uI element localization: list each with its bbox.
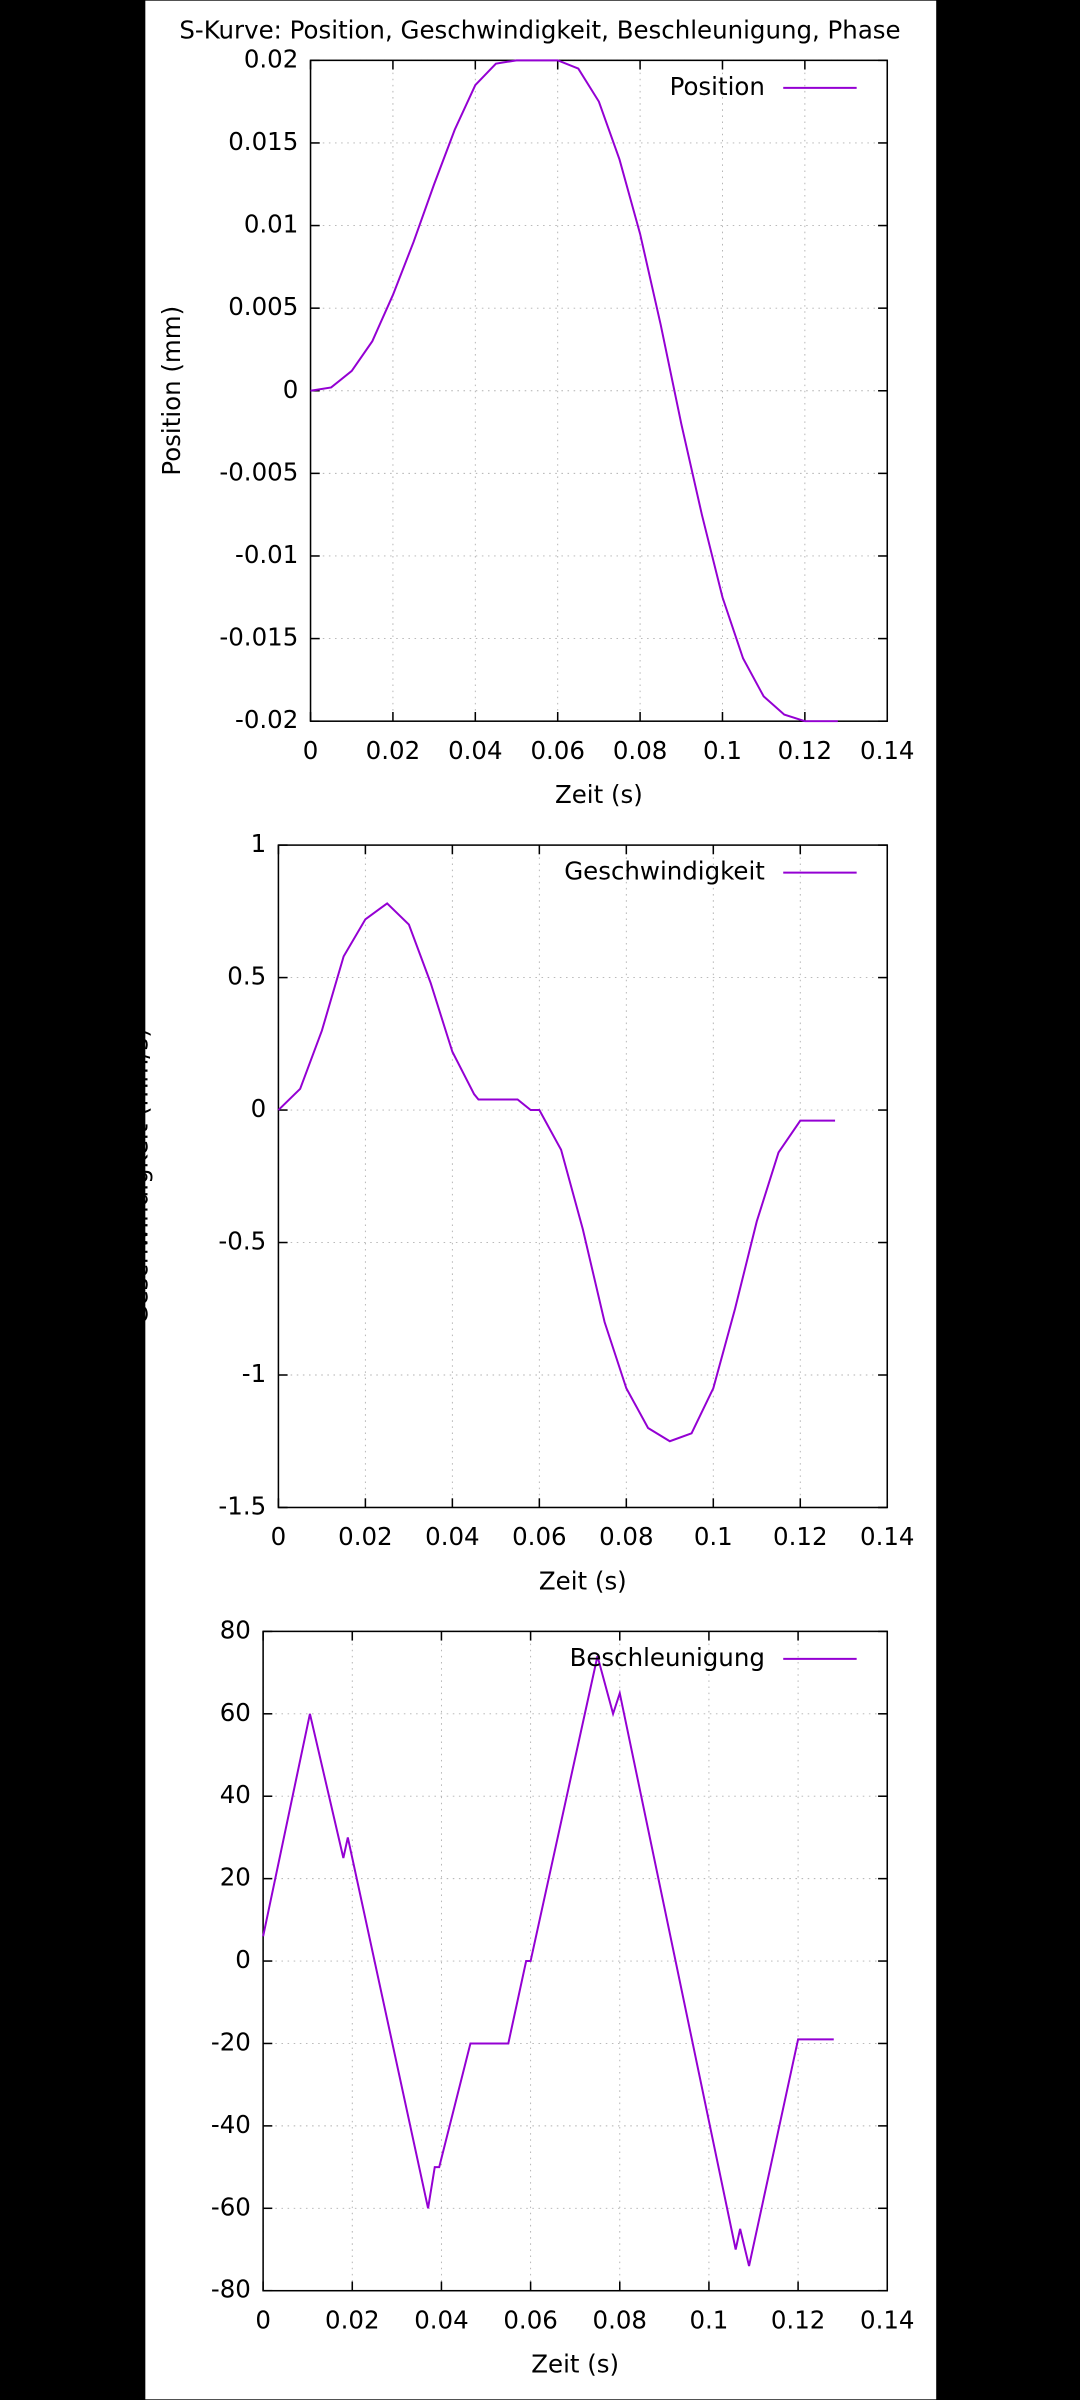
data-line [277,902,836,1443]
x-tick-label: 0.06 [530,736,584,765]
data-line [310,59,838,723]
x-axis-label: Zeit (s) [539,1566,627,1595]
x-tick-label: 0.14 [860,2305,914,2334]
x-tick-label: 0.02 [325,2305,379,2334]
x-tick-label: 0.04 [414,2305,468,2334]
x-tick-label: 0.08 [593,2305,647,2334]
y-tick-label: 0 [251,1094,267,1123]
y-tick-label: -60 [211,2192,251,2221]
y-tick-label: 20 [220,1863,251,1892]
y-tick-label: 0 [283,375,299,404]
x-tick-label: 0.08 [599,1522,653,1551]
x-tick-label: 0.04 [448,736,502,765]
y-axis-label: Beschleunigung (mm/s²) [109,1811,138,2112]
x-tick-label: 0.08 [613,736,667,765]
x-tick-label: 0.1 [694,1522,733,1551]
x-tick-label: 0.14 [860,1522,914,1551]
y-tick-label: 40 [220,1780,251,1809]
y-tick-label: -40 [211,2110,251,2139]
x-tick-label: 0.14 [860,736,914,765]
x-tick-label: 0.12 [771,2305,825,2334]
y-tick-label: -0.02 [235,705,298,734]
legend-label: Position [670,72,765,101]
y-tick-label: -20 [211,2027,251,2056]
x-axis-label: Zeit (s) [531,2350,619,2379]
legend-label: Beschleunigung [570,1643,765,1672]
x-tick-label: 0.12 [778,736,832,765]
x-tick-label: 0.12 [773,1522,827,1551]
x-tick-label: 0 [303,736,319,765]
y-tick-label: -80 [211,2275,251,2304]
x-tick-label: 0.04 [425,1522,479,1551]
y-tick-label: 0.01 [244,210,298,239]
y-tick-label: -0.005 [219,457,298,486]
y-axis-label: Geschwindigkeit (mm/s) [125,1028,154,1324]
y-axis-label: Position (mm) [157,306,186,476]
plot-frame [262,1630,889,2292]
y-tick-label: 0.015 [228,127,298,156]
y-tick-label: 0.5 [227,962,266,991]
y-tick-label: -1.5 [218,1491,266,1520]
y-tick-label: 60 [220,1698,251,1727]
x-tick-label: 0.1 [689,2305,728,2334]
panel [145,0,937,2400]
y-tick-label: -0.01 [235,540,298,569]
y-tick-label: -0.5 [218,1227,266,1256]
legend-label: Geschwindigkeit [564,857,765,886]
y-tick-label: 0 [235,1945,251,1974]
data-line [262,1655,834,2267]
x-tick-label: 0.02 [338,1522,392,1551]
y-tick-label: 1 [251,829,267,858]
y-tick-label: -0.015 [219,623,298,652]
x-tick-label: 0.02 [366,736,420,765]
y-tick-label: 80 [220,1615,251,1644]
x-tick-label: 0.1 [703,736,742,765]
x-tick-label: 0 [271,1522,287,1551]
y-tick-label: 0.02 [244,44,298,73]
x-axis-label: Zeit (s) [555,780,643,809]
y-tick-label: -1 [242,1359,266,1388]
chart-title: S-Kurve: Position, Geschwindigkeit, Besc… [179,15,900,44]
plot-frame [277,844,889,1509]
y-tick-label: 0.005 [228,292,298,321]
x-tick-label: 0.06 [512,1522,566,1551]
x-tick-label: 0 [255,2305,271,2334]
x-tick-label: 0.06 [503,2305,557,2334]
